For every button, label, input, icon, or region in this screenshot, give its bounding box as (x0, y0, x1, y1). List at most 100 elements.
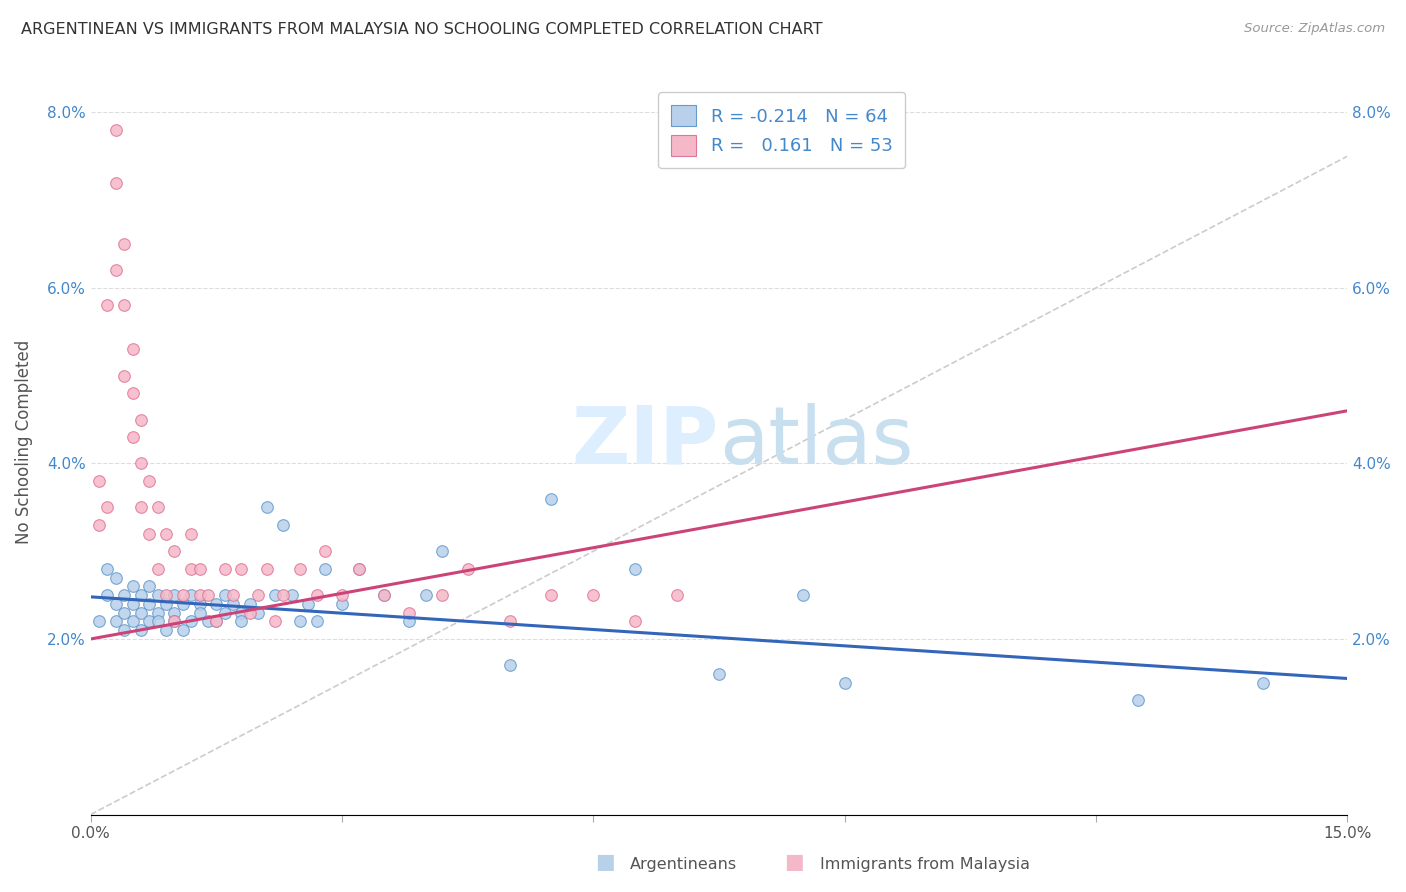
Point (415, 588, 437, 602)
Point (214, 588, 236, 602)
Point (297, 597, 319, 611)
Point (180, 615, 202, 629)
Point (398, 606, 420, 620)
Text: Immigrants from Malaysia: Immigrants from Malaysia (820, 857, 1029, 872)
Point (138, 474, 160, 488)
Point (288, 562, 311, 576)
Point (121, 430, 143, 444)
Point (197, 615, 219, 629)
Point (239, 597, 262, 611)
Text: ARGENTINEAN VS IMMIGRANTS FROM MALAYSIA NO SCHOOLING COMPLETED CORRELATION CHART: ARGENTINEAN VS IMMIGRANTS FROM MALAYSIA … (21, 22, 823, 37)
Point (155, 597, 177, 611)
Point (314, 562, 336, 576)
Point (305, 588, 328, 602)
Point (540, 588, 562, 602)
Point (146, 615, 169, 629)
Point (256, 562, 278, 576)
Point (129, 412, 152, 426)
Point (247, 606, 270, 620)
Point (112, 588, 135, 602)
Point (87, 615, 110, 629)
Text: Argentineans: Argentineans (630, 857, 737, 872)
Point (129, 606, 152, 620)
Point (347, 562, 370, 576)
Point (239, 606, 262, 620)
Point (180, 562, 202, 576)
Point (188, 562, 211, 576)
Point (398, 615, 420, 629)
Point (96, 500, 118, 515)
Point (121, 386, 143, 401)
Point (155, 526, 177, 541)
Point (273, 517, 295, 532)
Point (129, 624, 152, 638)
Point (188, 597, 211, 611)
Text: ■: ■ (785, 853, 804, 872)
Point (112, 298, 135, 312)
Point (288, 615, 311, 629)
Point (121, 597, 143, 611)
Point (222, 597, 245, 611)
Point (231, 606, 253, 620)
Point (330, 597, 353, 611)
Point (188, 588, 211, 602)
Point (624, 615, 647, 629)
Point (87, 474, 110, 488)
Point (112, 237, 135, 252)
Point (138, 579, 160, 593)
Point (163, 606, 186, 620)
Point (104, 597, 127, 611)
Point (172, 597, 194, 611)
Point (214, 562, 236, 576)
Text: ZIP: ZIP (572, 402, 718, 481)
Point (146, 606, 169, 620)
Point (180, 526, 202, 541)
Point (231, 615, 253, 629)
Point (1126, 693, 1149, 707)
Point (138, 615, 160, 629)
Point (205, 615, 228, 629)
Point (155, 588, 177, 602)
Point (792, 588, 814, 602)
Point (264, 588, 287, 602)
Point (172, 624, 194, 638)
Point (146, 562, 169, 576)
Point (432, 544, 454, 558)
Point (96, 588, 118, 602)
Point (180, 588, 202, 602)
Point (432, 588, 454, 602)
Point (129, 588, 152, 602)
Point (205, 597, 228, 611)
Point (104, 570, 127, 584)
Point (146, 500, 169, 515)
Text: atlas: atlas (718, 402, 914, 481)
Point (231, 562, 253, 576)
Point (707, 667, 730, 681)
Point (163, 544, 186, 558)
Point (121, 579, 143, 593)
Point (104, 176, 127, 190)
Point (197, 588, 219, 602)
Point (222, 588, 245, 602)
Point (121, 343, 143, 357)
Point (104, 263, 127, 277)
Point (163, 615, 186, 629)
Text: Source: ZipAtlas.com: Source: ZipAtlas.com (1244, 22, 1385, 36)
Point (624, 562, 647, 576)
Point (146, 588, 169, 602)
Point (96, 298, 118, 312)
Point (87, 517, 110, 532)
Point (163, 615, 186, 629)
Point (347, 562, 370, 576)
Point (96, 562, 118, 576)
Text: ■: ■ (595, 853, 614, 872)
Point (498, 658, 520, 673)
Point (112, 368, 135, 383)
Point (188, 606, 211, 620)
Point (582, 588, 605, 602)
Point (314, 544, 336, 558)
Point (163, 588, 186, 602)
Point (104, 615, 127, 629)
Point (1253, 676, 1275, 690)
Point (280, 588, 302, 602)
